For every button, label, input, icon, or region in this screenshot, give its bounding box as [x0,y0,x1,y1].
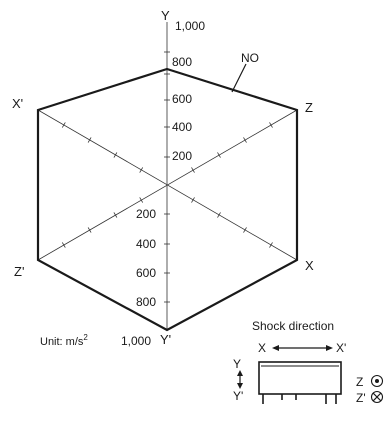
diagonal-tick [113,152,118,158]
inset-x-prime-label: X' [336,341,346,355]
inset-y-arrowhead-up [237,370,243,376]
diagonal-tick [269,242,273,248]
inset-x-arrowhead-left [272,345,279,351]
out-of-page-dot [375,379,379,383]
z-axis [37,109,298,261]
out-of-page-icon [370,374,384,388]
scale-upper-400: 400 [172,120,192,134]
diagonal-tick [191,167,195,173]
diagonal-tick [191,197,195,203]
diagonal-tick [113,212,118,218]
inset-x-arrowhead-right [326,345,333,351]
shock-direction-inset: Shock direction X X' Y Y' Z Z' [233,319,384,405]
diagonal-tick [243,227,247,233]
no-leader-line [231,63,247,93]
inset-y-arrowhead-down [237,383,243,389]
inset-y-label: Y [233,357,241,371]
scale-upper-600: 600 [172,92,192,106]
into-page-cross-b [372,392,382,402]
x-label: X [305,258,314,273]
diagonal-tick [217,152,221,158]
relay-body [258,361,342,395]
no-label: NO [241,51,259,65]
diagonal-tick [243,137,247,143]
diagonal-tick [87,137,92,143]
scale-bottom-label: 1,000 [121,334,151,348]
scale-lower-600: 600 [136,266,156,280]
diagonal-tick [217,212,221,218]
no-hexagon [36,67,299,332]
scale-max-label: 1,000 [175,19,205,33]
x-prime-label: X' [12,96,23,111]
inset-x-label: X [258,341,266,355]
z-label: Z [305,100,313,115]
scale-lower-400: 400 [136,237,156,251]
scale-upper-800: 800 [172,55,192,69]
diagonal-tick [87,227,92,233]
scale-lower-800: 800 [136,295,156,309]
y-label: Y [161,8,170,23]
inset-title: Shock direction [252,319,334,333]
scale-upper-200: 200 [172,149,192,163]
diagonal-tick [139,167,144,173]
unit-label: Unit: m/s2 [40,333,88,348]
z-prime-label: Z' [14,264,24,279]
inset-z-label: Z [356,375,363,389]
inset-z-prime-label: Z' [356,391,366,405]
inset-y-prime-label: Y' [233,389,243,403]
diagonal-tick [139,197,144,203]
scale-lower-200: 200 [136,207,156,221]
into-page-icon [370,390,384,404]
diagonal-tick [61,242,66,248]
y-axis-ticks [164,51,170,303]
diagonal-tick [269,122,273,128]
y-prime-label: Y' [160,332,171,347]
diagonal-tick [61,122,66,128]
diagonal-ticks [61,122,273,248]
